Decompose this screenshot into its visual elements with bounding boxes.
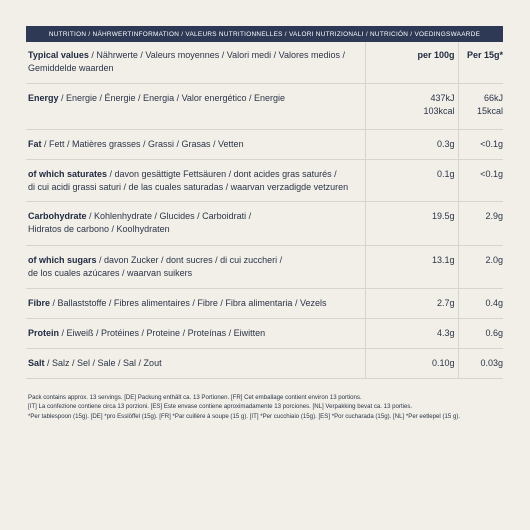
value-per-15g: 0.4g [457, 288, 503, 319]
value-per-15g: 2.0g [457, 245, 503, 289]
value-per-15g: 0.03g [457, 348, 503, 379]
footnote-servings: Pack contains approx. 13 servings. [DE] … [28, 394, 362, 401]
nutrition-table: Typical values / Nährwerte / Valeurs moy… [26, 42, 503, 379]
table-row-saturates: of which saturates / davon gesättigte Fe… [26, 159, 503, 202]
nutrient-label: of which saturates / davon gesättigte Fe… [26, 159, 365, 202]
value-per-100g: 0.1g [364, 159, 458, 202]
typical-values-label: Typical values / Nährwerte / Valeurs moy… [26, 42, 365, 84]
value-per-100g: 0.10g [364, 348, 458, 379]
value-per-100g: 4.3g [364, 318, 458, 349]
nutrient-label: Salt / Salz / Sel / Sale / Sal / Zout [26, 348, 365, 379]
table-row-sugars: of which sugars / davon Zucker / dont su… [26, 245, 503, 289]
value-per-15g: 66kJ 15kcal [457, 83, 503, 130]
nutrient-label: Protein / Eiweiß / Protéines / Proteine … [26, 318, 365, 349]
footnote-servings-it-es-nl: [IT] La confezione contiene circa 13 por… [28, 403, 413, 411]
nutrient-label: Fat / Fett / Matières grasses / Grassi /… [26, 129, 365, 160]
nutrient-label: of which sugars / davon Zucker / dont su… [26, 245, 365, 289]
nutrient-label: Energy / Energie / Énergie / Energia / V… [26, 83, 365, 130]
table-row-energy: Energy / Energie / Énergie / Energia / V… [26, 83, 503, 130]
table-row-fat: Fat / Fett / Matières grasses / Grassi /… [26, 129, 503, 160]
nutrition-header: NUTRITION / NÄHRWERTINFORMATION / VALEUR… [26, 26, 503, 42]
table-row-salt: Salt / Salz / Sel / Sale / Sal / Zout 0.… [26, 348, 503, 379]
value-per-15g: 2.9g [457, 201, 503, 246]
per-100g-header: per 100g [364, 42, 458, 84]
nutrition-panel: NUTRITION / NÄHRWERTINFORMATION / VALEUR… [26, 26, 503, 421]
value-per-100g: 2.7g [364, 288, 458, 319]
table-row-protein: Protein / Eiweiß / Protéines / Proteine … [26, 318, 503, 349]
per-15g-header: Per 15g* [457, 42, 503, 84]
value-per-15g: <0.1g [457, 129, 503, 160]
value-per-100g: 19.5g [364, 201, 458, 246]
table-row-fibre: Fibre / Ballaststoffe / Fibres alimentai… [26, 288, 503, 319]
value-per-15g: <0.1g [457, 159, 503, 202]
footnote-portion-size: *Per tablespoon (15g). [DE] *pro Esslöff… [28, 412, 461, 420]
table-header-row: Typical values / Nährwerte / Valeurs moy… [26, 42, 503, 84]
nutrient-label: Fibre / Ballaststoffe / Fibres alimentai… [26, 288, 365, 319]
footnotes: Pack contains approx. 13 servings. [DE] … [26, 393, 503, 421]
value-per-100g: 0.3g [364, 129, 458, 160]
value-per-100g: 13.1g [364, 245, 458, 289]
value-per-100g: 437kJ 103kcal [364, 83, 458, 130]
value-per-15g: 0.6g [457, 318, 503, 349]
table-row-carbohydrate: Carbohydrate / Kohlenhydrate / Glucides … [26, 201, 503, 246]
nutrient-label: Carbohydrate / Kohlenhydrate / Glucides … [26, 201, 365, 246]
